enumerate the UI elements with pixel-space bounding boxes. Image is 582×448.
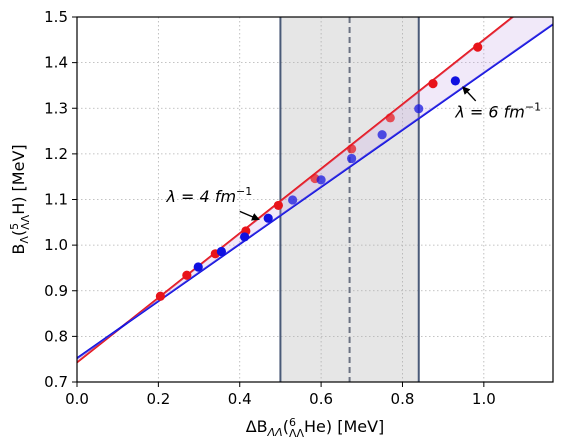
data-points bbox=[155, 42, 483, 301]
point-series-1-1 bbox=[216, 246, 227, 257]
x-tick-label: 0.8 bbox=[391, 390, 415, 408]
point-series-0-0 bbox=[155, 291, 166, 301]
axis-ticks: 0.0 0.2 0.4 0.6 0.8 1.0 0.7 0.8 0.9 1.0 1.1 1.2 1.3 1… bbox=[44, 8, 496, 408]
fit-band-between bbox=[77, 17, 553, 363]
y-tick-label: 1.1 bbox=[44, 191, 68, 209]
y-tick-label: 0.9 bbox=[44, 282, 68, 300]
point-series-0-7 bbox=[385, 113, 395, 123]
annotation-lambda6-sup: −1 bbox=[525, 100, 541, 113]
y-tick-label: 1.4 bbox=[44, 54, 68, 72]
y-tick-label: 1.3 bbox=[44, 99, 68, 117]
y-axis-label-tail: H) [MeV] bbox=[9, 144, 28, 214]
x-tick-label: 0.6 bbox=[309, 390, 333, 408]
point-series-0-8 bbox=[428, 79, 438, 89]
point-series-1-9 bbox=[450, 76, 460, 86]
annotations: λ = 4 fm−1λ = 6 fm−1 bbox=[166, 86, 541, 221]
point-series-0-4 bbox=[273, 200, 283, 211]
y-tick-label: 0.7 bbox=[44, 373, 68, 391]
annotation-lambda4: λ = 4 fm−1 bbox=[166, 185, 253, 206]
y-tick-label: 1.0 bbox=[44, 236, 68, 254]
y-tick-label: 1.5 bbox=[44, 8, 68, 26]
point-series-1-0 bbox=[193, 262, 203, 272]
x-axis-label-tail: He) [MeV] bbox=[304, 417, 384, 436]
fit-line-series-1 bbox=[77, 23, 553, 360]
x-axis-label-pre-sub: ΛΛ bbox=[289, 427, 305, 440]
x-tick-label: 0.2 bbox=[146, 390, 170, 408]
annotation-lambda4-text: λ = 4 fm bbox=[166, 187, 237, 206]
x-axis-label-sub: ΛΛ bbox=[267, 426, 283, 439]
x-axis-label-pre-sup: 6 bbox=[289, 416, 296, 429]
y-axis-label-pre-sup: 5 bbox=[8, 223, 21, 230]
x-tick-label: 1.0 bbox=[472, 390, 496, 408]
y-tick-label: 1.2 bbox=[44, 145, 68, 163]
annotation-lambda6-text: λ = 6 fm bbox=[454, 102, 525, 121]
annotation-arrow-lambda6 bbox=[462, 86, 477, 102]
x-tick-label: 0.4 bbox=[228, 390, 252, 408]
y-axis-label-pre-sub: ΛΛ bbox=[19, 214, 32, 230]
y-tick-label: 0.8 bbox=[44, 327, 68, 345]
point-series-1-4 bbox=[288, 195, 298, 205]
annotation-lambda6: λ = 6 fm−1 bbox=[454, 100, 541, 121]
annotation-lambda4-sup: −1 bbox=[236, 185, 252, 198]
point-series-1-3 bbox=[263, 213, 273, 223]
y-axis-label: BΛ(5ΛΛH) [MeV] bbox=[8, 144, 32, 254]
annotation-arrow-lambda4 bbox=[239, 210, 260, 221]
x-axis-label-main: ΔB bbox=[246, 417, 268, 436]
point-series-0-9 bbox=[473, 42, 483, 52]
point-series-0-6 bbox=[347, 144, 357, 154]
point-series-1-8 bbox=[414, 104, 424, 114]
y-axis-label-main: B bbox=[9, 244, 28, 255]
x-axis-label-open: ( bbox=[283, 417, 289, 436]
point-series-1-7 bbox=[377, 130, 387, 140]
grid bbox=[77, 17, 553, 382]
y-axis-label-open: ( bbox=[9, 230, 28, 236]
point-series-0-1 bbox=[182, 270, 192, 280]
y-axis-label-sub: Λ bbox=[18, 236, 31, 244]
point-series-1-6 bbox=[347, 153, 357, 164]
x-axis-label: ΔBΛΛ(6 ΛΛHe) [MeV] bbox=[246, 416, 385, 440]
x-tick-label: 0.0 bbox=[65, 390, 89, 408]
point-series-1-2 bbox=[240, 232, 250, 242]
point-series-1-5 bbox=[316, 175, 326, 185]
